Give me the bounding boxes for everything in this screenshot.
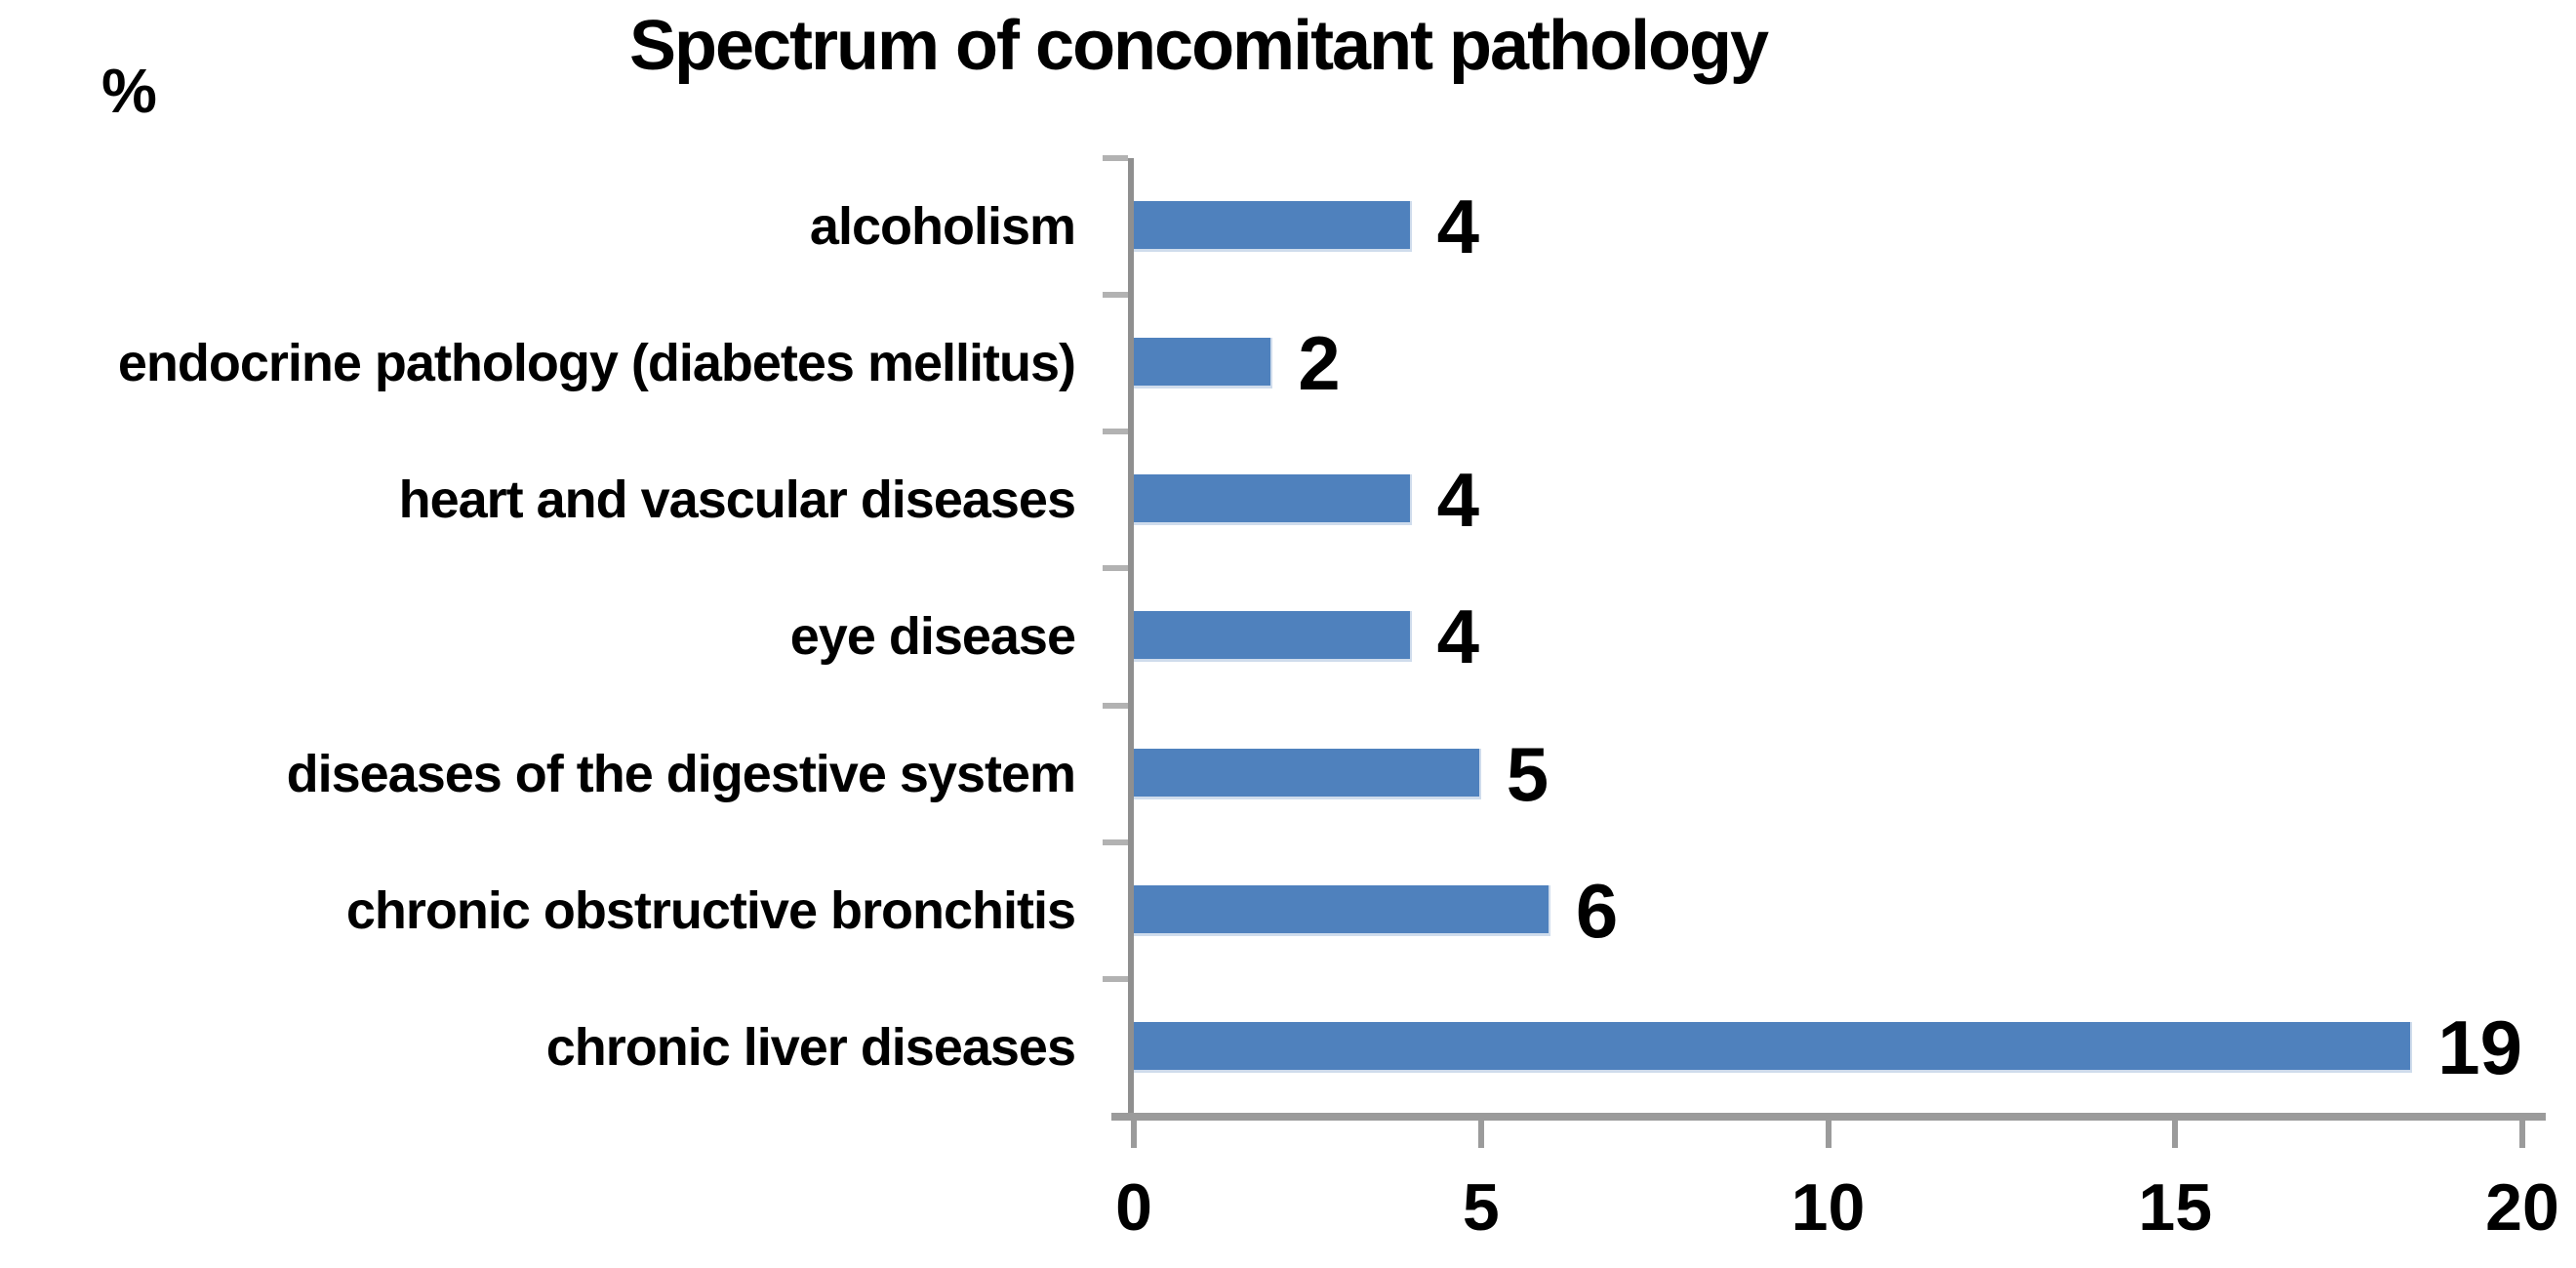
y-axis-tick: [1103, 565, 1128, 572]
bar-value-label: 4: [1436, 184, 1479, 270]
bar-row: 19: [1134, 979, 2522, 1116]
bar-value-label: 4: [1436, 593, 1479, 680]
y-axis-unit-label: %: [101, 56, 157, 126]
category-label: endocrine pathology (diabetes mellitus): [117, 334, 1076, 393]
x-axis-tick: [2172, 1121, 2179, 1148]
category-label: diseases of the digestive system: [286, 744, 1076, 803]
bar-row: 2: [1134, 295, 2522, 431]
category-label: chronic obstructive bronchitis: [345, 880, 1076, 940]
x-axis-tick: [2519, 1121, 2525, 1148]
bar-row: 5: [1134, 706, 2522, 842]
x-axis-tick: [1825, 1121, 1831, 1148]
bar-row: 6: [1134, 842, 2522, 979]
bar: [1134, 611, 1412, 663]
x-axis-tick-label: 20: [2485, 1170, 2559, 1245]
x-axis-tick-label: 5: [1462, 1170, 1500, 1245]
x-axis-tick-label: 10: [1791, 1170, 1866, 1245]
x-axis-tick-label: 15: [2138, 1170, 2213, 1245]
x-axis-tick: [1477, 1121, 1484, 1148]
plot-area: 4 2 4 4 5 6 19: [1103, 155, 2522, 1121]
y-axis-tick: [1103, 975, 1128, 982]
x-axis-line: [1111, 1113, 2546, 1121]
bar-value-label: 6: [1575, 867, 1619, 954]
bar: [1134, 474, 1412, 526]
bar: [1134, 884, 1550, 936]
y-axis-line: [1128, 158, 1134, 1121]
y-axis-tick: [1103, 155, 1128, 161]
bar-value-label: 19: [2437, 1003, 2522, 1090]
x-axis-tick: [1131, 1121, 1137, 1148]
bar: [1134, 201, 1412, 253]
bar: [1134, 1021, 2413, 1073]
bar-value-label: 5: [1506, 730, 1550, 817]
category-label: alcoholism: [809, 197, 1076, 257]
chart-title: Spectrum of concomitant pathology: [628, 7, 1769, 85]
x-axis-tick-label: 0: [1115, 1170, 1152, 1245]
y-axis-tick: [1103, 429, 1128, 435]
bar: [1134, 748, 1481, 799]
category-label: heart and vascular diseases: [398, 470, 1076, 530]
bar-row: 4: [1134, 158, 2522, 295]
bar: [1134, 338, 1273, 389]
y-axis-tick: [1103, 702, 1128, 709]
category-label: chronic liver diseases: [545, 1017, 1076, 1077]
bar-value-label: 2: [1298, 320, 1341, 407]
bar-row: 4: [1134, 431, 2522, 568]
bar-value-label: 4: [1436, 457, 1479, 544]
y-axis-tick: [1103, 839, 1128, 845]
category-label: eye disease: [789, 607, 1076, 667]
y-axis-tick: [1103, 292, 1128, 299]
bar-row: 4: [1134, 568, 2522, 705]
